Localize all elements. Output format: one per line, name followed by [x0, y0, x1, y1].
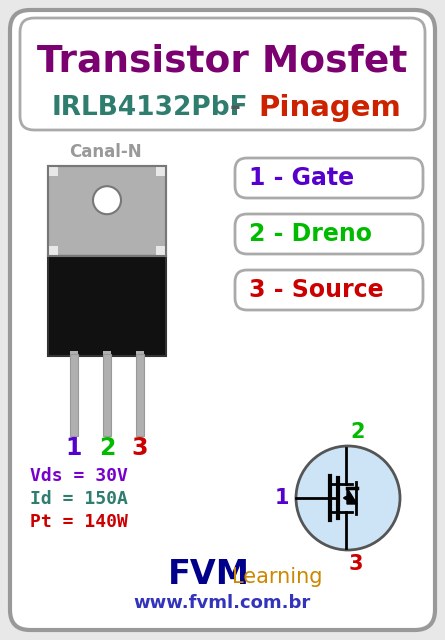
- Text: Learning: Learning: [232, 567, 323, 587]
- FancyBboxPatch shape: [235, 270, 423, 310]
- Text: FVM: FVM: [168, 559, 250, 591]
- Text: 1: 1: [66, 436, 82, 460]
- Bar: [70, 354, 78, 436]
- Bar: [70, 351, 78, 436]
- Text: Vds = 30V: Vds = 30V: [30, 467, 128, 485]
- Text: 2 - Dreno: 2 - Dreno: [249, 222, 372, 246]
- Bar: [103, 354, 111, 436]
- Text: Transistor Mosfet: Transistor Mosfet: [37, 44, 407, 80]
- Bar: [103, 351, 111, 436]
- Bar: [136, 351, 144, 436]
- Bar: [48, 256, 166, 356]
- Circle shape: [93, 186, 121, 214]
- Text: Pt = 140W: Pt = 140W: [30, 513, 128, 531]
- FancyBboxPatch shape: [235, 214, 423, 254]
- Text: 3 - Source: 3 - Source: [249, 278, 384, 302]
- Bar: [156, 246, 166, 256]
- Bar: [48, 166, 58, 176]
- Text: Canal-N: Canal-N: [69, 143, 142, 161]
- FancyBboxPatch shape: [235, 158, 423, 198]
- Bar: [156, 166, 166, 176]
- Text: 2: 2: [99, 436, 115, 460]
- FancyBboxPatch shape: [20, 18, 425, 130]
- Text: 1: 1: [275, 488, 289, 508]
- Bar: [136, 354, 144, 436]
- Text: 2: 2: [351, 422, 365, 442]
- Text: 3: 3: [349, 554, 363, 574]
- Circle shape: [296, 446, 400, 550]
- Bar: [48, 246, 58, 256]
- Text: -: -: [230, 95, 250, 121]
- Text: 3: 3: [132, 436, 148, 460]
- Text: IRLB4132PbF: IRLB4132PbF: [52, 95, 248, 121]
- Polygon shape: [347, 488, 357, 504]
- Text: Id = 150A: Id = 150A: [30, 490, 128, 508]
- Text: Pinagem: Pinagem: [259, 94, 401, 122]
- Text: www.fvml.com.br: www.fvml.com.br: [134, 594, 311, 612]
- FancyBboxPatch shape: [10, 10, 435, 630]
- Bar: [48, 166, 166, 256]
- Bar: [48, 166, 166, 256]
- Text: 1 - Gate: 1 - Gate: [249, 166, 354, 190]
